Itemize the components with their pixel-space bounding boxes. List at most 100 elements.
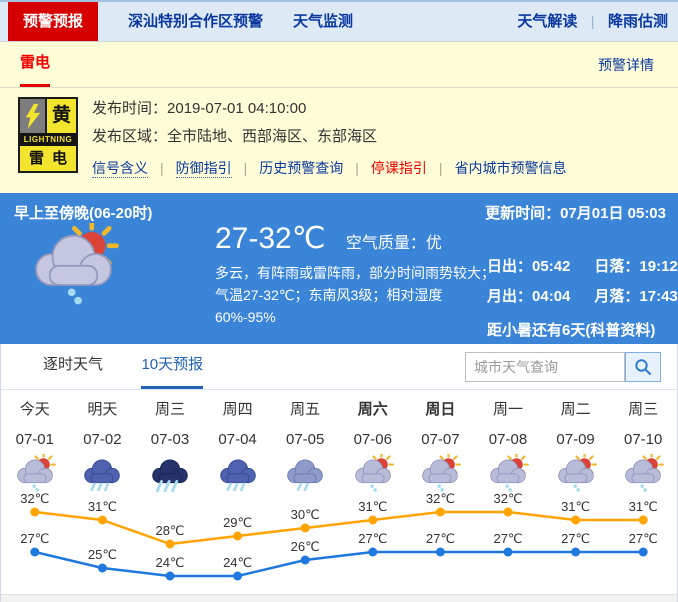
svg-text:31℃: 31℃: [88, 499, 117, 514]
sunset-time: 日落：19:12: [594, 258, 678, 275]
svg-text:24℃: 24℃: [223, 555, 252, 570]
nav-tab-shenshan-warning[interactable]: 深汕特别合作区预警: [128, 13, 264, 30]
moonset-time: 月落：17:43: [594, 288, 678, 305]
alert-link-1[interactable]: 防御指引: [175, 160, 232, 178]
svg-text:27℃: 27℃: [20, 531, 49, 546]
warning-name-text: 雷电: [28, 150, 75, 167]
current-weather-panel: 早上至傍晚(06-20时) 更新时间：07月01日 05:03 27-32℃ 空…: [0, 193, 678, 344]
publish-time-value: 2019-07-01 04:10:00: [167, 100, 307, 117]
svg-text:27℃: 27℃: [493, 531, 522, 546]
tab-hourly-weather[interactable]: 逐时天气: [43, 356, 104, 373]
alert-body: 黄 LIGHTNING 雷电 发布时间：2019-07-01 04:10:00 …: [0, 88, 678, 193]
dates-row: 07-01 07-02 07-03 07-04 07-05 07-06 07-07 07-08…: [1, 431, 677, 449]
lightning-yellow-warning-icon: 黄 LIGHTNING 雷电: [18, 97, 78, 173]
svg-text:32℃: 32℃: [20, 491, 49, 506]
svg-text:32℃: 32℃: [493, 491, 522, 506]
svg-text:32℃: 32℃: [426, 491, 455, 506]
nav-link-weather-interpretation[interactable]: 天气解读: [517, 13, 578, 30]
solar-term-note[interactable]: 距小暑还有6天(科普资料): [487, 322, 656, 339]
svg-text:25℃: 25℃: [88, 547, 117, 562]
day-date-8: 07-09: [556, 431, 595, 448]
day-date-6: 07-07: [421, 431, 460, 448]
weather-icon-sun-shower-0: [1, 452, 69, 493]
day-date-4: 07-05: [286, 431, 325, 448]
day-name-2[interactable]: 周三: [154, 401, 185, 418]
weather-icon-sun-shower-5: [339, 452, 407, 493]
day-date-2: 07-03: [150, 431, 190, 448]
city-search-input[interactable]: [465, 352, 625, 382]
alert-links-row: 信号含义 | 防御指引 | 历史预警查询 | 停课指引 | 省内城市预警信息: [92, 153, 567, 183]
alert-link-0[interactable]: 信号含义: [92, 160, 148, 178]
alert-link-3[interactable]: 停课指引: [370, 160, 427, 176]
link-separator: |: [438, 160, 443, 176]
forecast-tabbar: 逐时天气 10天预报: [1, 344, 677, 390]
moonrise-time: 月出：04:04: [487, 288, 571, 305]
day-date-3: 07-04: [218, 431, 257, 448]
day-name-9[interactable]: 周三: [628, 401, 659, 418]
nav-link-rainfall-estimate[interactable]: 降雨估测: [607, 13, 668, 30]
warning-band-text: LIGHTNING: [20, 133, 76, 146]
day-name-0[interactable]: 今天: [19, 401, 50, 418]
link-separator: |: [243, 160, 248, 176]
air-quality: 空气质量：优: [345, 235, 442, 252]
alert-info: 发布时间：2019-07-01 04:10:00 发布区域：全市陆地、西部海区、…: [92, 95, 567, 183]
day-date-7: 07-08: [488, 431, 528, 448]
svg-text:29℃: 29℃: [223, 515, 252, 530]
alert-link-4[interactable]: 省内城市预警信息: [454, 160, 567, 176]
weather-icon-rain-light-4: [271, 452, 339, 493]
alert-detail-link[interactable]: 预警详情: [598, 57, 654, 73]
day-name-7[interactable]: 周一: [492, 401, 523, 418]
publish-area-row: 发布区域：全市陆地、西部海区、东部海区: [92, 128, 378, 145]
svg-text:27℃: 27℃: [629, 531, 658, 546]
svg-text:26℃: 26℃: [291, 539, 320, 554]
lightning-bolt-icon: [20, 99, 47, 133]
link-separator: |: [355, 160, 359, 176]
day-names-row: 今天 明天 周三 周四 周五 周六 周日 周一 周二 周三: [1, 401, 677, 419]
day-date-1: 07-02: [83, 431, 122, 448]
page-footer-strip: [1, 594, 677, 602]
alert-link-2[interactable]: 历史预警查询: [259, 160, 344, 176]
sunrise-time: 日出：05:42: [487, 258, 571, 275]
publish-time-row: 发布时间：2019-07-01 04:10:00: [92, 100, 307, 117]
sun-moon-times: 日出：05:42 日落：19:12 月出：04:04 月落：17:43: [487, 255, 678, 306]
day-date-9: 07-10: [624, 431, 663, 448]
day-date-0: 07-01: [15, 431, 54, 448]
svg-text:27℃: 27℃: [358, 531, 387, 546]
temperature-range: 27-32℃: [215, 222, 326, 255]
weather-icon-sun-shower-8: [542, 452, 610, 493]
weather-icons-row: [1, 452, 677, 493]
day-date-5: 07-06: [353, 431, 392, 448]
day-name-3[interactable]: 周四: [222, 401, 253, 418]
weather-icon-sun-shower-6: [407, 452, 475, 493]
tab-10day-forecast[interactable]: 10天预报: [141, 344, 204, 389]
svg-text:31℃: 31℃: [561, 499, 590, 514]
day-name-8[interactable]: 周二: [560, 401, 591, 418]
link-separator: |: [160, 160, 164, 176]
nav-divider: |: [590, 13, 595, 29]
search-button[interactable]: [625, 352, 661, 382]
svg-text:27℃: 27℃: [426, 531, 455, 546]
weather-icon-heavy-rain-2: [136, 452, 204, 493]
nav-tab-weather-monitor[interactable]: 天气监测: [293, 13, 354, 30]
publish-area-value: 全市陆地、西部海区、东部海区: [167, 128, 378, 145]
temperature-chart: 32℃ 31℃ 28℃ 29℃ 30℃ 31℃ 32℃ 32℃ 31℃ 31℃ 27℃ 25℃ 24℃ 2…: [1, 490, 677, 594]
update-time: 更新时间：07月01日 05:03: [485, 205, 666, 222]
day-name-1[interactable]: 明天: [87, 401, 118, 418]
nav-tab-warning-forecast[interactable]: 预警预报: [8, 2, 99, 41]
svg-text:24℃: 24℃: [155, 555, 184, 570]
svg-text:28℃: 28℃: [155, 523, 184, 538]
day-name-6[interactable]: 周日: [425, 401, 456, 418]
alert-type-tab-lightning[interactable]: 雷电: [20, 42, 51, 87]
day-name-4[interactable]: 周五: [290, 401, 321, 418]
warning-level-char: 黄: [51, 105, 71, 126]
svg-text:31℃: 31℃: [629, 499, 658, 514]
svg-text:27℃: 27℃: [561, 531, 590, 546]
weather-icon-rain-3: [204, 452, 272, 493]
forecast-period-label: 早上至傍晚(06-20时): [14, 205, 153, 222]
weather-icon-sun-shower-7: [474, 452, 542, 493]
weather-icon-rain-1: [69, 452, 137, 493]
day-name-5[interactable]: 周六: [357, 401, 388, 418]
current-weather-icon: [26, 218, 121, 310]
nav-right-links: 天气解读 | 降雨估测: [517, 2, 668, 41]
